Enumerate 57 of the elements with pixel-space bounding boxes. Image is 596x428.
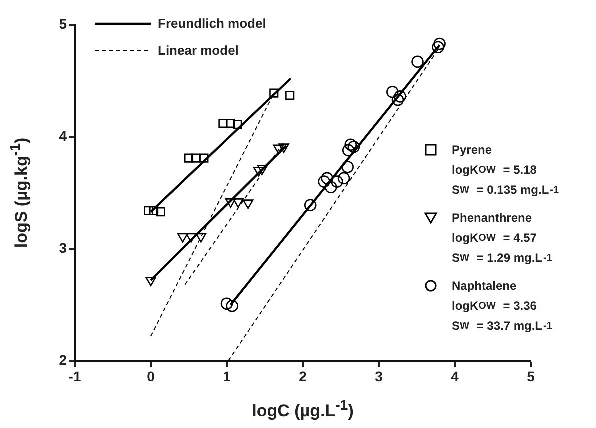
y-tick-label: 3: [59, 240, 68, 256]
y-tick-label: 5: [59, 16, 68, 32]
point: [321, 172, 334, 185]
point: [342, 144, 355, 157]
point: [342, 161, 354, 174]
point: [278, 144, 290, 154]
point: [273, 144, 284, 154]
point: [218, 119, 228, 128]
point: [324, 181, 338, 194]
point: [150, 206, 159, 216]
x-tick-label: 2: [299, 368, 308, 384]
x-tick-label: -1: [68, 368, 82, 384]
point: [394, 90, 406, 103]
point: [386, 86, 399, 98]
point: [257, 164, 268, 175]
x-axis-title: logC (µg.L$^{-1}$): [252, 398, 354, 422]
point: [348, 140, 360, 154]
point: [200, 154, 209, 163]
point: [432, 41, 444, 54]
point: [434, 38, 446, 50]
point: [191, 154, 200, 163]
point: [331, 176, 344, 188]
y-tick-label: 4: [59, 128, 68, 144]
point: [156, 208, 166, 217]
point: [270, 88, 279, 98]
point: [225, 198, 236, 208]
point: [233, 120, 242, 130]
point: [318, 176, 330, 188]
point: [184, 154, 194, 163]
point: [344, 138, 358, 151]
legend-label: Linear model: [158, 43, 239, 58]
point: [226, 119, 236, 128]
point: [146, 276, 156, 287]
point: [338, 172, 350, 185]
point: [144, 206, 154, 216]
x-tick-label: 4: [451, 368, 460, 384]
x-tick-label: 1: [223, 368, 232, 384]
x-tick-label: 5: [527, 368, 536, 384]
legend-label: Freundlich model: [158, 16, 266, 31]
point: [286, 91, 295, 100]
point: [412, 56, 424, 68]
point: [178, 233, 188, 243]
legend-label: Pyrene: [452, 143, 492, 157]
y-tick-label: 2: [59, 352, 68, 368]
point: [254, 167, 264, 177]
legend-label: Naphtalene: [452, 279, 517, 293]
point: [232, 198, 244, 208]
point: [242, 200, 254, 210]
legend-label: Phenanthrene: [452, 211, 532, 225]
point: [220, 298, 234, 310]
point: [392, 94, 404, 106]
x-tick-label: 0: [147, 368, 156, 384]
point: [186, 233, 197, 243]
point: [304, 199, 317, 212]
x-tick-label: 3: [375, 368, 384, 384]
point: [196, 233, 207, 243]
point: [226, 300, 238, 312]
